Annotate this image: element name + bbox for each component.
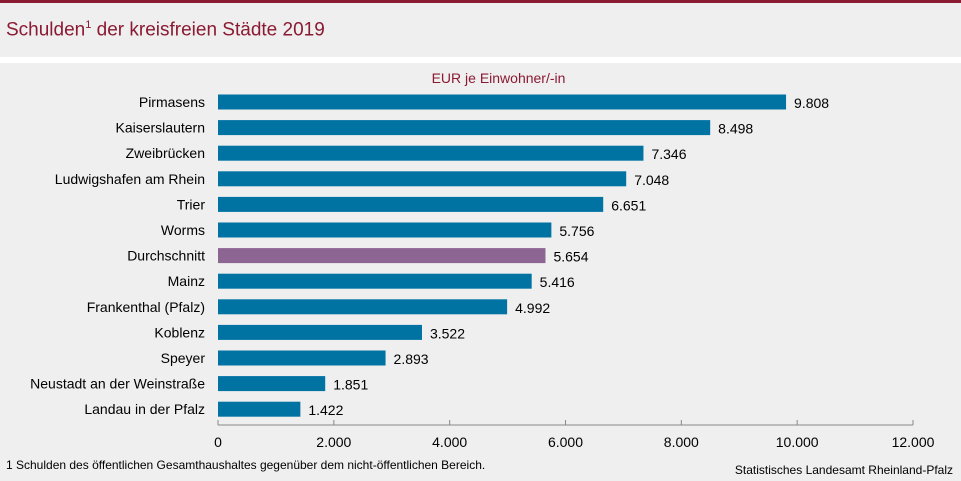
bar: [218, 171, 627, 187]
category-label: Ludwigshafen am Rhein: [55, 171, 205, 187]
bar: [218, 222, 552, 238]
source-label: Statistisches Landesamt Rheinland-Pfalz: [734, 463, 953, 477]
category-label: Pirmasens: [139, 94, 205, 110]
x-tick-label: 10.000: [776, 434, 819, 450]
category-label: Landau in der Pfalz: [84, 401, 205, 417]
category-label: Trier: [177, 196, 206, 212]
top-accent-bar: [0, 0, 961, 3]
x-tick-label: 8.000: [664, 434, 699, 450]
bar: [218, 145, 644, 161]
data-label: 2.893: [394, 351, 429, 367]
x-tick-label: 2.000: [316, 434, 351, 450]
bar: [218, 376, 326, 392]
x-tick-label: 6.000: [548, 434, 583, 450]
category-label: Mainz: [168, 273, 205, 289]
data-label: 1.851: [333, 377, 368, 393]
category-label: Durchschnitt: [127, 248, 205, 264]
data-label: 7.048: [634, 172, 669, 188]
category-label: Kaiserslautern: [116, 120, 206, 136]
x-tick-label: 12.000: [892, 434, 935, 450]
bar: [218, 401, 301, 417]
category-label: Speyer: [161, 350, 206, 366]
category-label: Worms: [161, 222, 205, 238]
chart-title: Schulden1 der kreisfreien Städte 2019: [6, 19, 325, 41]
divider: [0, 57, 961, 63]
data-label: 8.498: [718, 121, 753, 137]
x-tick-label: 0: [214, 434, 222, 450]
axis-unit-label: EUR je Einwohner/-in: [431, 70, 566, 86]
data-label: 7.346: [651, 146, 686, 162]
data-label: 5.756: [559, 223, 594, 239]
data-label: 6.651: [611, 197, 646, 213]
category-label: Frankenthal (Pfalz): [87, 299, 205, 315]
x-tick-label: 4.000: [432, 434, 467, 450]
data-label: 5.654: [553, 249, 588, 265]
bar: [218, 273, 532, 289]
bar: [218, 248, 546, 264]
category-label: Zweibrücken: [126, 145, 205, 161]
bar: [218, 120, 711, 136]
bar: [218, 350, 386, 366]
data-label: 1.422: [308, 402, 343, 418]
data-label: 5.416: [540, 274, 575, 290]
data-label: 3.522: [430, 325, 465, 341]
category-label: Koblenz: [154, 324, 205, 340]
bar: [218, 324, 422, 340]
bar: [218, 196, 604, 212]
bar: [218, 94, 787, 110]
bar: [218, 299, 508, 315]
category-label: Neustadt an der Weinstraße: [30, 376, 205, 392]
data-label: 4.992: [515, 300, 550, 316]
footnote: 1 Schulden des öffentlichen Gesamthausha…: [6, 458, 486, 472]
data-label: 9.808: [794, 95, 829, 111]
